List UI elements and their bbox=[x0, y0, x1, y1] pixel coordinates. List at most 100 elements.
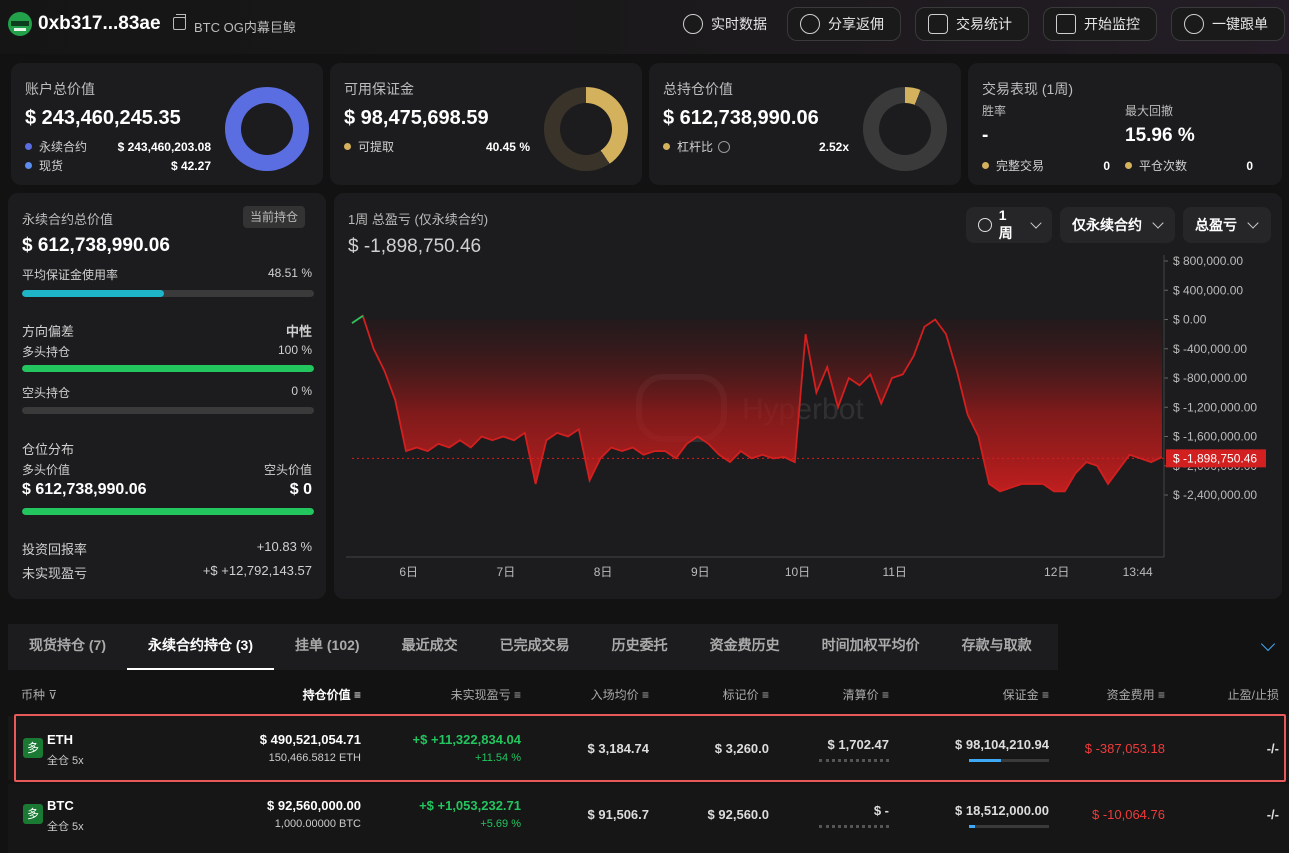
col-position-value[interactable]: 持仓价值 ≡ bbox=[303, 686, 361, 703]
coin-name[interactable]: BTC bbox=[47, 798, 74, 813]
tab-item[interactable]: 最近成交 bbox=[401, 637, 458, 653]
coin-name[interactable]: ETH bbox=[47, 732, 73, 747]
short-value-label: 空头价值 bbox=[263, 463, 312, 477]
current-value-tag: $ -1,898,750.46 bbox=[1166, 449, 1266, 468]
expand-chevron-icon[interactable] bbox=[1260, 636, 1276, 652]
pnl-chart[interactable]: Hyperbot $ 800,000.00$ 400,000.00$ 0.00$… bbox=[334, 255, 1282, 595]
margin-usage-value: 48.51 % bbox=[267, 266, 312, 280]
total-position-value: $ 612,738,990.06 bbox=[663, 107, 819, 129]
col-margin[interactable]: 保证金 ≡ bbox=[1003, 686, 1049, 703]
liquidation-price: $ 1,702.47 bbox=[827, 737, 889, 752]
tab-item[interactable]: 历史委托 bbox=[611, 637, 668, 653]
start-monitor-button[interactable]: 开始监控 bbox=[1043, 7, 1157, 41]
chevron-down-icon bbox=[1152, 217, 1164, 229]
copy-icon[interactable] bbox=[173, 14, 186, 30]
spot-legend-label: 现货 bbox=[39, 159, 64, 173]
perp-dot-icon bbox=[25, 143, 32, 150]
unrealized-pnl-value: +$ +12,792,143.57 bbox=[202, 563, 312, 578]
mark-price: $ 3,260.0 bbox=[714, 741, 769, 756]
mark-price: $ 92,560.0 bbox=[707, 807, 769, 822]
metric-dropdown[interactable]: 总盈亏 bbox=[1183, 207, 1271, 243]
tab-item[interactable]: 资金费历史 bbox=[709, 637, 780, 653]
tab-item[interactable]: 已完成交易 bbox=[499, 637, 570, 653]
wallet-address: 0xb317...83ae bbox=[38, 13, 161, 34]
leverage-legend: 杠杆比 2.52x bbox=[663, 138, 849, 155]
trade-stats-button[interactable]: 交易统计 bbox=[915, 7, 1029, 41]
copy-trade-button[interactable]: 一键跟单 bbox=[1171, 7, 1285, 41]
account-value-title: 账户总价值 bbox=[25, 81, 95, 97]
period-value: 1周 bbox=[998, 207, 1013, 241]
spot-legend-value: $ 42.27 bbox=[170, 158, 211, 173]
table-row[interactable]: 多 BTC 全仓 5x $ 92,560,000.00 1,000.00000 … bbox=[8, 784, 1289, 853]
margin-donut bbox=[544, 87, 628, 171]
filter-icon[interactable]: ⊽ bbox=[48, 688, 58, 702]
col-coin[interactable]: 币种 ⊽ bbox=[21, 686, 57, 703]
pnl-area bbox=[352, 315, 1162, 492]
scope-dropdown[interactable]: 仅永续合约 bbox=[1060, 207, 1175, 243]
col-mark-price[interactable]: 标记价 ≡ bbox=[723, 686, 769, 703]
available-margin-card: 可用保证金 $ 98,475,698.59 可提取 40.45 % bbox=[330, 63, 642, 185]
share-referral-button[interactable]: 分享返佣 bbox=[787, 7, 901, 41]
col-liquidation-price[interactable]: 清算价 ≡ bbox=[843, 686, 889, 703]
copy-trade-icon bbox=[1184, 14, 1204, 34]
performance-card: 交易表现 (1周) 胜率 最大回撤 - 15.96 % 完整交易 0 平仓次数 … bbox=[968, 63, 1282, 185]
winrate-value: - bbox=[982, 125, 989, 146]
margin-value: $ 98,104,210.94 bbox=[955, 737, 1049, 752]
tab-item[interactable]: 挂单 (102) bbox=[295, 637, 360, 653]
close-count-value: 0 bbox=[1246, 158, 1253, 173]
avatar bbox=[8, 12, 32, 36]
winrate-label: 胜率 bbox=[982, 104, 1007, 118]
col-entry-price[interactable]: 入场均价 ≡ bbox=[591, 686, 649, 703]
close-count-label: 平仓次数 bbox=[1139, 159, 1188, 173]
help-icon[interactable] bbox=[718, 140, 731, 153]
y-tick-label: $ -800,000.00 bbox=[1173, 371, 1247, 385]
col-funding[interactable]: 资金费用 ≡ bbox=[1107, 686, 1165, 703]
bias-value: 中性 bbox=[285, 324, 312, 339]
x-axis: 6日 7日 8日 9日 10日 11日 12日 13:44 bbox=[399, 565, 1153, 579]
x-tick-label: 13:44 bbox=[1123, 565, 1153, 579]
copy-trade-label: 一键跟单 bbox=[1212, 16, 1268, 32]
y-tick-label: $ 400,000.00 bbox=[1173, 283, 1243, 297]
refresh-icon bbox=[683, 14, 703, 34]
tab-item[interactable]: 永续合约持仓 (3) bbox=[127, 624, 274, 670]
tab-item[interactable]: 时间加权平均价 bbox=[821, 637, 920, 653]
col-coin-label: 币种 bbox=[21, 688, 46, 702]
bias-label: 方向偏差 bbox=[22, 324, 75, 339]
share-icon bbox=[800, 14, 820, 34]
pnl-chart-value: $ -1,898,750.46 bbox=[348, 236, 482, 257]
margin-bar bbox=[969, 825, 1049, 828]
scope-value: 仅永续合约 bbox=[1072, 217, 1142, 233]
stats-icon bbox=[928, 14, 948, 34]
table-row[interactable]: 多 ETH 全仓 5x $ 490,521,054.71 150,466.581… bbox=[8, 716, 1289, 780]
withdrawable-legend: 可提取 40.45 % bbox=[344, 138, 530, 155]
col-liquidation-price-label: 清算价 bbox=[842, 688, 879, 702]
x-tick-label: 9日 bbox=[691, 565, 710, 579]
long-amount: $ 612,738,990.06 bbox=[22, 481, 147, 498]
short-position-bar bbox=[22, 407, 314, 414]
period-dropdown[interactable]: 1周 bbox=[966, 207, 1052, 243]
tab-item[interactable]: 存款与取款 bbox=[961, 637, 1032, 653]
unrealized-pnl: +$ +11,322,834.04 bbox=[412, 732, 521, 747]
long-position-value: 100 % bbox=[277, 343, 312, 357]
sort-icon: ≡ bbox=[761, 688, 769, 702]
margin-bar bbox=[969, 759, 1049, 762]
col-entry-price-label: 入场均价 bbox=[590, 688, 639, 702]
tpsl-value[interactable]: -/- bbox=[1266, 741, 1279, 756]
current-position-chip[interactable]: 当前持仓 bbox=[243, 206, 306, 228]
spot-legend: 现货 $ 42.27 bbox=[25, 157, 211, 174]
full-trades-label: 完整交易 bbox=[996, 159, 1045, 173]
sort-icon: ≡ bbox=[513, 688, 521, 702]
share-referral-label: 分享返佣 bbox=[828, 16, 884, 32]
realtime-data-button[interactable]: 实时数据 bbox=[670, 7, 780, 41]
tpsl-value[interactable]: -/- bbox=[1266, 807, 1279, 822]
leverage-value: 2.52x bbox=[818, 139, 849, 154]
pnl-line bbox=[351, 314, 1163, 493]
pnl-line-positive bbox=[351, 315, 364, 324]
perp-summary-value: $ 612,738,990.06 bbox=[22, 235, 170, 256]
col-unrealized-pnl[interactable]: 未实现盈亏 ≡ bbox=[451, 686, 521, 703]
sort-icon: ≡ bbox=[1041, 688, 1049, 702]
chevron-down-icon bbox=[1030, 217, 1042, 229]
unrealized-pnl-pct: +11.54 % bbox=[475, 752, 521, 764]
full-trades-legend: 完整交易 0 bbox=[982, 157, 1110, 174]
tab-item[interactable]: 现货持仓 (7) bbox=[29, 637, 106, 653]
